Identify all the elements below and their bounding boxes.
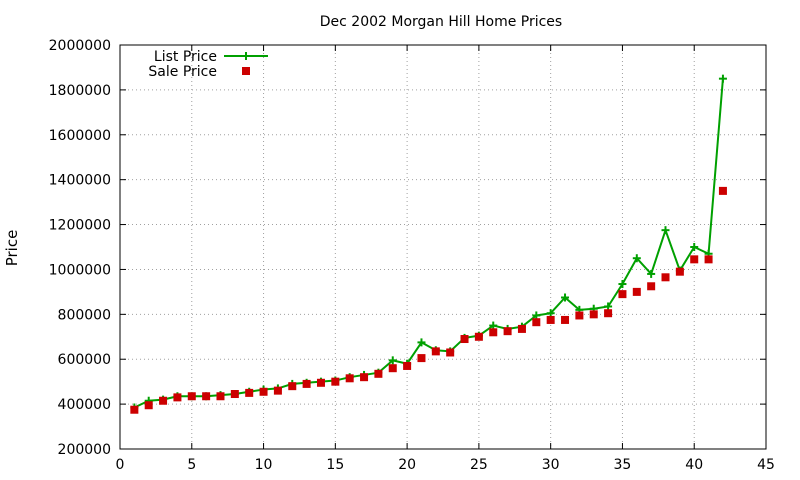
grid-lines [120, 45, 766, 449]
sale-price-point [130, 405, 139, 414]
sale-price-point [202, 392, 211, 401]
sale-price-point [245, 388, 254, 397]
list-price-point [632, 254, 641, 263]
sale-price-point [431, 347, 440, 356]
sale-price-point [718, 186, 727, 195]
y-tick-label: 400000 [58, 397, 111, 413]
sale-price-point [446, 348, 455, 357]
sale-price-point [288, 382, 297, 391]
sale-price-point [604, 309, 613, 318]
legend: List Price Sale Price [148, 49, 268, 80]
sale-price-point [503, 327, 512, 336]
sale-price-point [532, 318, 541, 327]
sale-price-point [316, 378, 325, 387]
sale-price-point [259, 387, 268, 396]
sale-price-point [302, 379, 311, 388]
series-0 [130, 74, 727, 412]
sale-price-point [460, 335, 469, 344]
series-1 [130, 186, 727, 414]
sale-price-point [403, 361, 412, 370]
sale-price-point [575, 311, 584, 320]
sale-price-point [374, 369, 383, 378]
list-price-point [546, 309, 555, 318]
sale-price-point [144, 401, 153, 410]
sale-price-point [345, 374, 354, 383]
legend-label-list-price: List Price [154, 49, 217, 65]
x-tick-label: 5 [187, 457, 196, 473]
list-price-point [718, 74, 727, 83]
list-price-point [388, 356, 397, 365]
sale-price-point [561, 315, 570, 324]
x-tick-label: 40 [685, 457, 703, 473]
sale-price-point [273, 386, 282, 395]
x-tick-label: 25 [470, 457, 488, 473]
x-tick-label: 45 [757, 457, 775, 473]
y-tick-label: 2000000 [49, 38, 111, 54]
list-price-point [417, 338, 426, 347]
plot-frame [119, 44, 767, 450]
sale-price-point [417, 354, 426, 363]
sale-price-point [173, 393, 182, 402]
sale-price-point [230, 390, 239, 399]
sale-price-point [216, 392, 225, 401]
y-axis: 200000 400000 600000 800000 1000000 1200000 14… [49, 38, 766, 458]
list-price-line [133, 78, 724, 409]
sale-price-point [675, 267, 684, 276]
sale-price-point [704, 255, 713, 264]
x-tick-label: 20 [398, 457, 416, 473]
y-tick-label: 200000 [58, 442, 111, 458]
legend-label-sale-price: Sale Price [148, 64, 217, 80]
series-layer [130, 74, 727, 414]
sale-price-point [489, 328, 498, 337]
list-price-point [647, 269, 656, 278]
list-price-point [661, 226, 670, 235]
y-tick-label: 1600000 [49, 128, 111, 144]
y-tick-label: 1000000 [49, 262, 111, 278]
sale-price-point [690, 255, 699, 264]
sale-price-point [159, 396, 168, 405]
legend-sample-list-price-marker [242, 52, 250, 60]
list-price-point [604, 302, 613, 311]
x-tick-label: 0 [116, 457, 125, 473]
list-price-point [618, 280, 627, 289]
x-axis: 0 5 10 15 20 25 30 35 40 45 [116, 45, 775, 473]
sale-price-point [546, 315, 555, 324]
y-axis-label: Price [3, 230, 21, 267]
y-tick-label: 800000 [58, 307, 111, 323]
y-tick-label: 1200000 [49, 218, 111, 234]
sale-price-point [661, 273, 670, 282]
y-tick-label: 1800000 [49, 83, 111, 99]
list-price-point [690, 243, 699, 251]
legend-sample-sale-price-marker [242, 67, 250, 75]
x-tick-label: 30 [542, 457, 560, 473]
sale-price-point [647, 282, 656, 291]
sale-price-point [589, 310, 598, 319]
sale-price-point [517, 324, 526, 333]
list-price-point [532, 311, 541, 320]
x-tick-label: 10 [255, 457, 273, 473]
y-tick-label: 600000 [58, 352, 111, 368]
sale-price-point [474, 332, 483, 341]
x-tick-label: 15 [326, 457, 344, 473]
sale-price-point [618, 290, 627, 299]
list-price-point [561, 293, 570, 302]
sale-price-point [632, 287, 641, 296]
sale-price-point [360, 373, 369, 382]
chart-title: Dec 2002 Morgan Hill Home Prices [320, 14, 562, 30]
x-tick-label: 35 [614, 457, 632, 473]
sale-price-point [187, 392, 196, 401]
y-tick-label: 1400000 [49, 173, 111, 189]
list-price-point [489, 321, 498, 330]
sale-price-point [388, 364, 397, 373]
sale-price-point [331, 377, 340, 386]
